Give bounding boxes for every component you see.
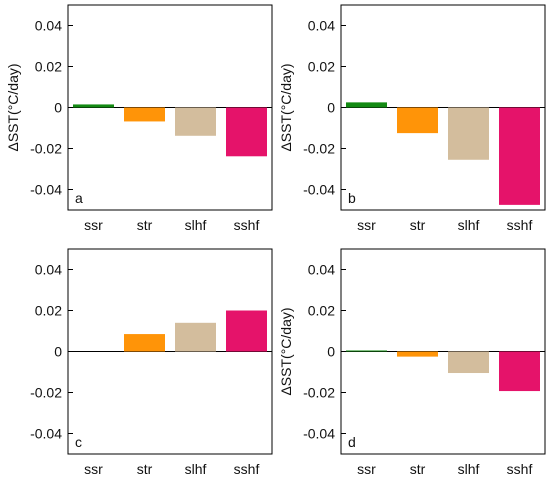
x-tick-label: ssr (357, 461, 376, 477)
y-tick-label: 0 (54, 100, 62, 116)
x-tick-label: ssr (84, 217, 103, 233)
chart-panel-a: 0.04 0.02 0 -0.02 -0.04 ssr str slhf sshf a ΔSST(°… (5, 4, 273, 233)
bar-sshf (226, 310, 267, 352)
bar-sshf (499, 107, 540, 205)
y-tick-label: 0.02 (308, 303, 335, 319)
x-tick-label: slhf (458, 217, 480, 233)
bar-str (397, 351, 438, 357)
bar-slhf (175, 322, 216, 352)
x-tick-label: slhf (185, 461, 207, 477)
panel-label: c (75, 434, 82, 450)
y-tick-label: 0.02 (35, 59, 62, 75)
x-tick-label: sshf (234, 217, 260, 233)
y-tick-label: 0 (54, 344, 62, 360)
y-tick-label: -0.04 (303, 182, 335, 198)
bar-str (124, 107, 165, 122)
y-tick-label: 0 (327, 344, 335, 360)
bar-ssr (346, 102, 387, 108)
bar-str (124, 334, 165, 352)
x-tick-label: ssr (84, 461, 103, 477)
bar-slhf (448, 351, 489, 374)
y-tick-label: 0.02 (35, 303, 62, 319)
chart-panel-d: 0.04 0.02 0 -0.02 -0.04 ssr str slhf sshf d ΔSST(°… (278, 248, 546, 477)
bar-ssr (73, 104, 114, 108)
y-tick-label: -0.02 (303, 385, 335, 401)
x-tick-label: str (137, 217, 153, 233)
bar-sshf (226, 107, 267, 157)
bar-str (397, 107, 438, 134)
chart-panel-c: 0.04 0.02 0 -0.02 -0.04 ssr str slhf sshf c (30, 248, 273, 477)
y-tick-label: 0.04 (308, 18, 335, 34)
y-tick-label: 0.02 (308, 59, 335, 75)
y-tick-label: -0.02 (303, 141, 335, 157)
x-tick-label: str (410, 217, 426, 233)
bar-sshf (499, 351, 540, 392)
x-tick-label: sshf (234, 461, 260, 477)
y-tick-label: -0.04 (30, 426, 62, 442)
x-tick-label: sshf (507, 461, 533, 477)
chart-panel-b: 0.04 0.02 0 -0.02 -0.04 ssr str slhf sshf b ΔSST(°… (278, 4, 546, 233)
y-tick-label: 0.04 (35, 262, 62, 278)
y-tick-label: -0.04 (30, 182, 62, 198)
panel-label: d (348, 434, 356, 450)
y-tick-label: 0 (327, 100, 335, 116)
y-axis-label: ΔSST(°C/day) (5, 63, 21, 151)
y-tick-label: -0.04 (303, 426, 335, 442)
bar-ssr (346, 350, 387, 352)
y-tick-label: -0.02 (30, 141, 62, 157)
y-tick-label: 0.04 (35, 18, 62, 34)
y-tick-label: 0.04 (308, 262, 335, 278)
panel-label: b (348, 190, 356, 206)
x-tick-label: str (137, 461, 153, 477)
x-tick-label: ssr (357, 217, 376, 233)
x-tick-label: slhf (458, 461, 480, 477)
x-tick-label: slhf (185, 217, 207, 233)
bar-slhf (448, 107, 489, 160)
bar-slhf (175, 107, 216, 136)
x-tick-label: sshf (507, 217, 533, 233)
y-axis-label: ΔSST(°C/day) (278, 307, 294, 395)
y-tick-label: -0.02 (30, 385, 62, 401)
panel-label: a (75, 190, 83, 206)
x-tick-label: str (410, 461, 426, 477)
y-axis-label: ΔSST(°C/day) (278, 63, 294, 151)
